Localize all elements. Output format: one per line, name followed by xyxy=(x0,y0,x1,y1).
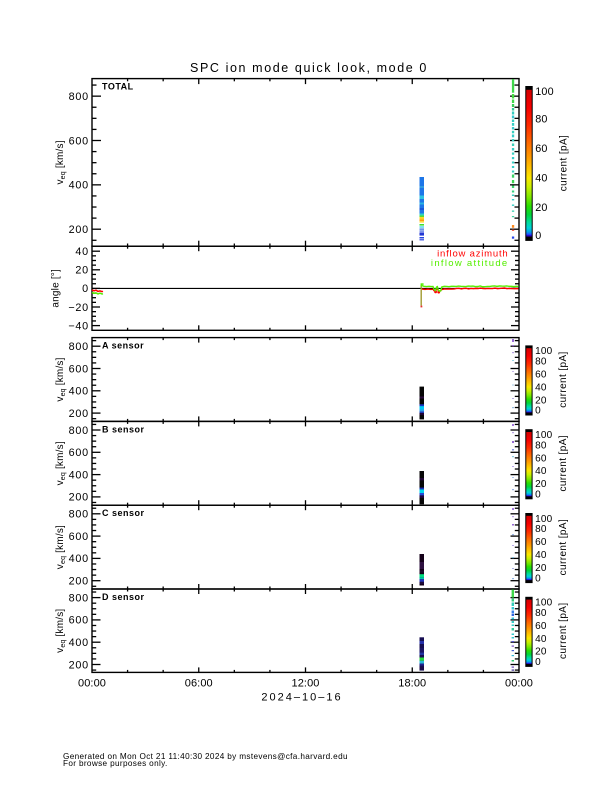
svg-text:200: 200 xyxy=(69,576,89,588)
svg-text:SPC ion mode quick look, mode: SPC ion mode quick look, mode 0 xyxy=(190,61,428,75)
svg-text:200: 200 xyxy=(69,224,89,236)
svg-text:800: 800 xyxy=(69,592,89,604)
svg-text:For browse purposes only.: For browse purposes only. xyxy=(63,759,168,768)
svg-text:200: 200 xyxy=(69,492,89,504)
svg-text:40: 40 xyxy=(535,634,547,645)
svg-text:0: 0 xyxy=(535,490,541,501)
svg-text:0: 0 xyxy=(535,657,541,668)
svg-text:06:00: 06:00 xyxy=(185,678,213,690)
svg-text:Generated on Mon Oct 21 11:40:: Generated on Mon Oct 21 11:40:30 2024 by… xyxy=(63,752,348,761)
svg-text:2024–10–16: 2024–10–16 xyxy=(261,692,342,704)
svg-text:18:00: 18:00 xyxy=(398,678,426,690)
svg-text:80: 80 xyxy=(535,608,547,619)
svg-text:0: 0 xyxy=(535,573,541,584)
svg-text:20: 20 xyxy=(535,563,547,574)
svg-text:100: 100 xyxy=(535,430,553,441)
svg-text:00:00: 00:00 xyxy=(505,678,533,690)
svg-text:100: 100 xyxy=(535,86,554,98)
svg-text:A sensor: A sensor xyxy=(102,341,144,351)
svg-text:200: 200 xyxy=(69,659,89,671)
svg-text:current [pA]: current [pA] xyxy=(558,435,569,492)
svg-text:100: 100 xyxy=(535,514,553,525)
svg-text:400: 400 xyxy=(69,386,89,398)
svg-text:inflow attitude: inflow attitude xyxy=(431,258,509,269)
svg-text:800: 800 xyxy=(69,425,89,437)
svg-text:400: 400 xyxy=(69,637,89,649)
svg-text:0: 0 xyxy=(82,283,89,295)
svg-text:60: 60 xyxy=(535,537,547,548)
svg-text:600: 600 xyxy=(69,135,89,147)
svg-text:B sensor: B sensor xyxy=(102,424,145,434)
svg-text:0: 0 xyxy=(535,230,541,242)
svg-text:current [pA]: current [pA] xyxy=(558,351,569,408)
svg-text:800: 800 xyxy=(69,509,89,521)
svg-text:C sensor: C sensor xyxy=(102,508,145,518)
svg-text:100: 100 xyxy=(535,346,553,357)
svg-text:60: 60 xyxy=(535,143,547,155)
svg-text:12:00: 12:00 xyxy=(291,678,319,690)
svg-text:400: 400 xyxy=(69,469,89,481)
svg-text:0: 0 xyxy=(535,406,541,417)
svg-text:−20: −20 xyxy=(68,302,88,314)
svg-text:20: 20 xyxy=(535,202,547,214)
svg-text:60: 60 xyxy=(535,453,547,464)
svg-text:400: 400 xyxy=(69,180,89,192)
svg-text:600: 600 xyxy=(69,615,89,627)
svg-text:40: 40 xyxy=(535,382,547,393)
svg-text:600: 600 xyxy=(69,363,89,375)
svg-text:D sensor: D sensor xyxy=(102,592,145,602)
svg-text:40: 40 xyxy=(75,246,88,258)
svg-text:40: 40 xyxy=(535,466,547,477)
svg-text:inflow azimuth: inflow azimuth xyxy=(437,249,508,260)
svg-text:40: 40 xyxy=(535,550,547,561)
svg-text:current [pA]: current [pA] xyxy=(558,519,569,576)
svg-text:angle [°]: angle [°] xyxy=(51,269,62,308)
svg-text:80: 80 xyxy=(535,114,547,126)
svg-text:80: 80 xyxy=(535,440,547,451)
svg-text:60: 60 xyxy=(535,621,547,632)
svg-text:800: 800 xyxy=(69,91,89,103)
svg-text:−40: −40 xyxy=(68,320,88,332)
svg-text:400: 400 xyxy=(69,553,89,565)
svg-text:20: 20 xyxy=(75,265,88,277)
svg-text:20: 20 xyxy=(535,647,547,658)
svg-text:600: 600 xyxy=(69,447,89,459)
svg-text:200: 200 xyxy=(69,408,89,420)
svg-text:40: 40 xyxy=(535,173,547,185)
svg-text:00:00: 00:00 xyxy=(78,678,106,690)
svg-text:80: 80 xyxy=(535,357,547,368)
svg-text:20: 20 xyxy=(535,395,547,406)
svg-text:current [pA]: current [pA] xyxy=(559,135,570,192)
svg-text:20: 20 xyxy=(535,479,547,490)
svg-text:TOTAL: TOTAL xyxy=(102,82,134,92)
svg-text:current [pA]: current [pA] xyxy=(558,602,569,659)
svg-text:80: 80 xyxy=(535,524,547,535)
svg-text:600: 600 xyxy=(69,531,89,543)
svg-text:60: 60 xyxy=(535,370,547,381)
svg-text:100: 100 xyxy=(535,598,553,609)
svg-text:800: 800 xyxy=(69,341,89,353)
